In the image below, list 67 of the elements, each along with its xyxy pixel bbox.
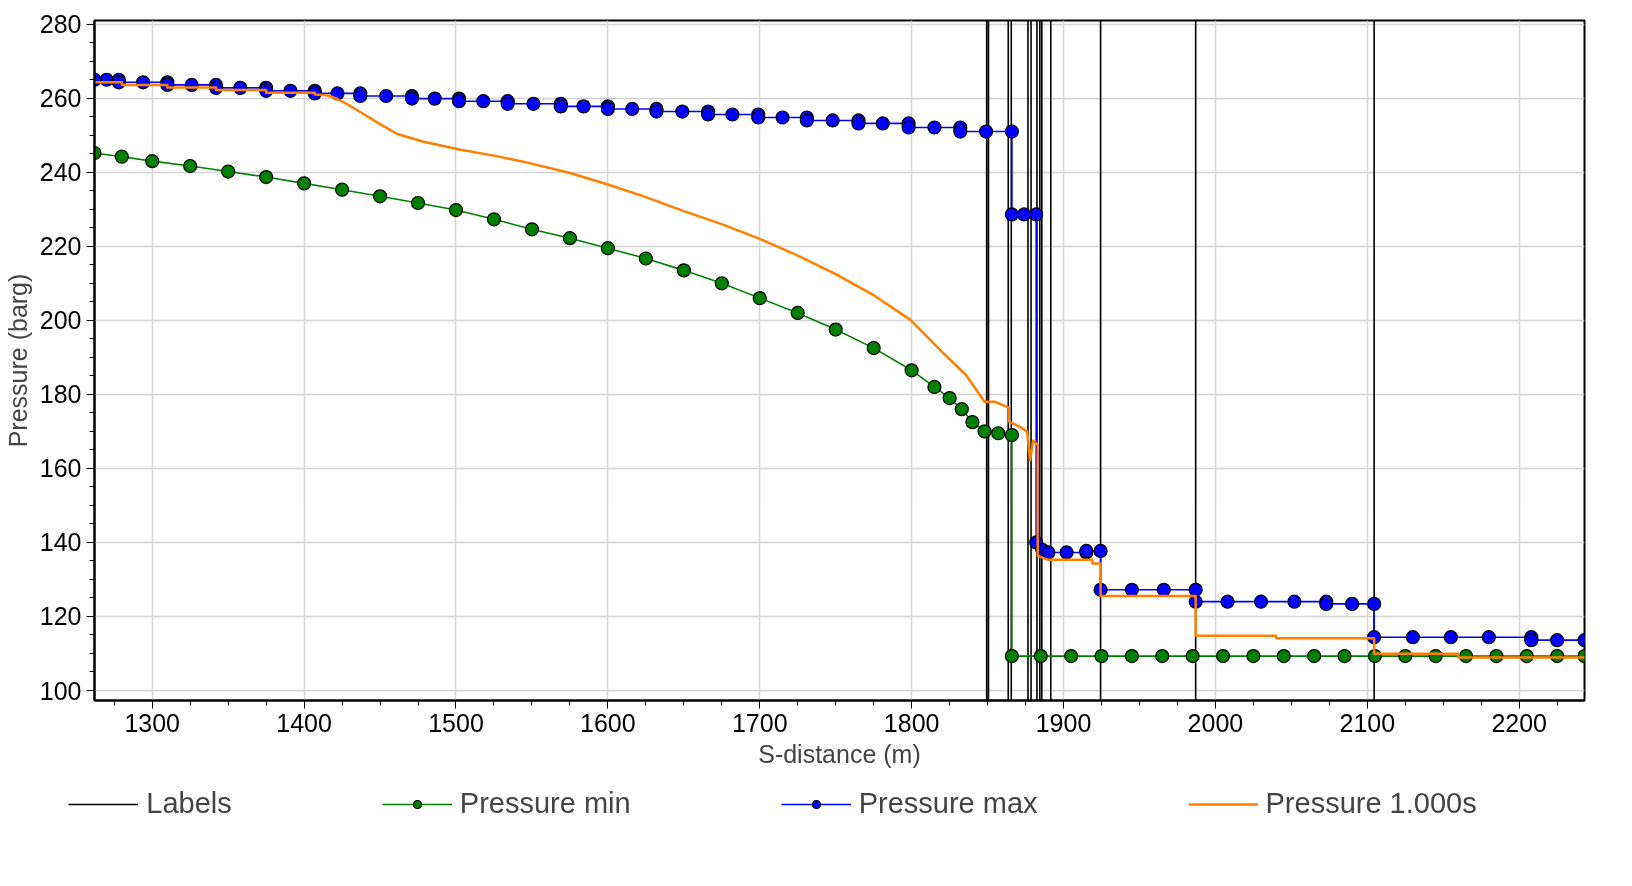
- y-axis-title: Pressure (barg): [3, 273, 32, 448]
- point: [1215, 648, 1231, 664]
- x-tick-label: 1300: [124, 708, 181, 737]
- y-tick-label: 220: [39, 232, 82, 261]
- point: [372, 189, 388, 204]
- point: [1004, 428, 1019, 443]
- point: [334, 182, 350, 197]
- y-tick-label: 160: [39, 454, 82, 483]
- point: [183, 158, 198, 174]
- point: [221, 164, 236, 179]
- point: [866, 341, 881, 356]
- x-tick-label: 2200: [1491, 708, 1548, 737]
- legend-label: Pressure max: [858, 787, 1038, 820]
- point: [638, 251, 653, 266]
- point: [752, 291, 767, 306]
- point: [1307, 648, 1322, 664]
- point: [676, 263, 691, 278]
- point: [524, 222, 540, 237]
- point: [297, 176, 312, 191]
- point: [259, 169, 274, 185]
- x-tick-label: 1400: [276, 708, 332, 737]
- y-tick-label: 260: [39, 84, 82, 113]
- point: [828, 322, 843, 337]
- point: [965, 415, 980, 430]
- y-tick-label: 120: [39, 602, 82, 631]
- point: [991, 426, 1006, 441]
- x-tick-label: 1700: [731, 708, 788, 737]
- point: [1185, 648, 1200, 664]
- x-tick-label: 1900: [1035, 708, 1092, 737]
- x-tick-label: 1600: [580, 708, 636, 737]
- point: [904, 363, 919, 378]
- y-tick-label: 100: [39, 676, 82, 705]
- point: [145, 154, 160, 169]
- legend-label: Labels: [146, 787, 232, 820]
- point: [790, 305, 805, 321]
- point: [1094, 648, 1109, 664]
- y-tick-label: 140: [39, 528, 82, 557]
- point: [942, 390, 957, 406]
- point: [954, 402, 969, 417]
- y-tick-label: 240: [39, 158, 82, 187]
- point: [114, 149, 129, 164]
- x-tick-label: 1800: [883, 708, 940, 737]
- point: [486, 212, 502, 227]
- y-tick-label: 180: [39, 380, 82, 409]
- point: [927, 379, 942, 395]
- x-tick-label: 2000: [1187, 708, 1244, 737]
- point: [1337, 648, 1352, 664]
- point: [562, 231, 577, 246]
- x-tick-label: 1500: [428, 708, 484, 737]
- point: [410, 195, 426, 211]
- point: [1276, 648, 1291, 664]
- y-tick-label: 200: [39, 306, 82, 335]
- point: [714, 276, 729, 291]
- point: [1124, 648, 1139, 664]
- x-tick-label: 2100: [1339, 708, 1396, 737]
- legend-label: Pressure min: [459, 787, 631, 820]
- x-axis-title: S-distance (m): [758, 739, 921, 768]
- point: [1004, 648, 1019, 664]
- y-tick-label: 280: [39, 10, 82, 39]
- point: [1064, 648, 1079, 664]
- point: [600, 241, 615, 256]
- point: [1155, 648, 1170, 664]
- point: [977, 424, 992, 439]
- point: [1246, 648, 1261, 664]
- point: [1033, 648, 1048, 664]
- legend-label: Pressure 1.000s: [1265, 787, 1477, 820]
- point: [448, 202, 464, 218]
